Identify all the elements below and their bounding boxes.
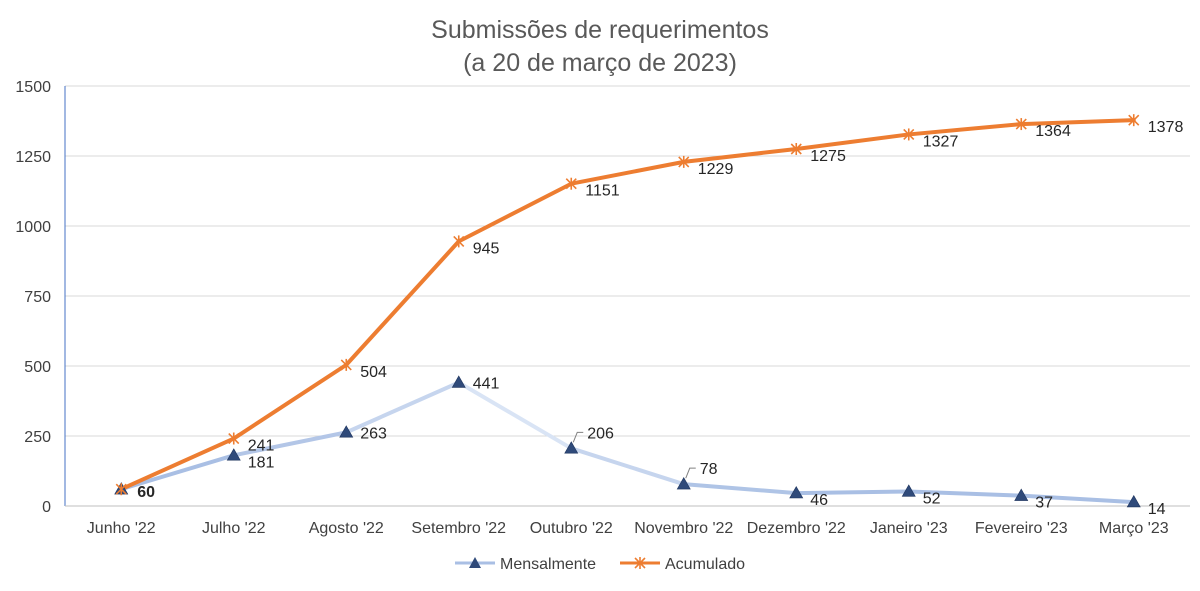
point-acumulado (453, 235, 465, 248)
leader-line (685, 467, 696, 479)
data-label-acumulado: 504 (360, 364, 387, 381)
line-segment-mensalmente (1019, 493, 1136, 505)
data-label-acumulado: 945 (473, 240, 500, 257)
point-mensalmente (789, 486, 804, 499)
point-mensalmente (901, 484, 916, 497)
series-layer (114, 114, 1141, 508)
data-label-mensalmente: 181 (248, 454, 275, 471)
data-label-acumulado: 1151 (585, 183, 620, 200)
data-label-acumulado: 1327 (923, 133, 959, 150)
data-label-acumulado: 1378 (1148, 119, 1184, 136)
x-tick-label: Janeiro '23 (870, 520, 948, 537)
legend-item-acumulado[interactable]: Acumulado (620, 556, 745, 573)
line-segment-mensalmente (681, 482, 799, 496)
line-segment-mensalmente (794, 489, 911, 496)
data-label-mensalmente: 46 (810, 492, 828, 509)
x-tick-label: Fevereiro '23 (975, 520, 1068, 537)
chart-title: Submissões de requerimentos (431, 16, 769, 44)
data-label-acumulado: 1364 (1035, 123, 1071, 140)
x-tick-label: Março '23 (1099, 520, 1169, 537)
y-tick-label: 500 (24, 359, 51, 376)
y-tick-label: 0 (42, 499, 51, 516)
point-mensalmente (339, 425, 354, 438)
line-segment-mensalmente (456, 380, 574, 451)
data-label-mensalmente: 37 (1035, 495, 1053, 512)
x-tick-label: Julho '22 (202, 520, 266, 537)
line-segment-mensalmente (906, 489, 1024, 498)
point-mensalmente (676, 477, 691, 490)
line-segment-mensalmente (231, 430, 349, 458)
data-label-acumulado: 1275 (810, 148, 846, 165)
point-acumulado (1128, 114, 1140, 127)
data-label-acumulado: 241 (248, 438, 275, 455)
x-tick-label: Dezembro '22 (747, 520, 846, 537)
x-tick-label: Novembro '22 (634, 520, 733, 537)
x-tick-label: Junho '22 (87, 520, 156, 537)
gridlines (65, 85, 1190, 437)
legend-label-acumulado: Acumulado (665, 556, 745, 573)
point-acumulado (903, 128, 915, 141)
axes: 0 250 500 750 1000 1250 1500 Junho '22 Julho '22… (15, 79, 1190, 537)
y-tick-label: 250 (24, 429, 51, 446)
legend-marker-mensalmente (469, 557, 481, 568)
data-label-mensalmente: 52 (923, 490, 941, 507)
x-tick-label: Setembro '22 (411, 520, 506, 537)
point-mensalmente (1014, 488, 1029, 501)
chart-subtitle: (a 20 de março de 2023) (463, 49, 737, 77)
legend-item-mensalmente[interactable]: Mensalmente (455, 556, 596, 573)
line-segment-mensalmente (569, 446, 686, 487)
point-mensalmente (1126, 494, 1141, 508)
x-tick-label: Outubro '22 (530, 520, 613, 537)
point-mensalmente (451, 375, 466, 388)
line-segment-mensalmente (344, 380, 461, 435)
data-label-mensalmente: 206 (587, 425, 614, 442)
point-acumulado (678, 155, 690, 168)
leader-line (572, 431, 584, 443)
point-acumulado (1015, 118, 1027, 131)
line-segment-mensalmente (119, 453, 236, 492)
legend-marker-acumulado (634, 557, 646, 569)
y-tick-label: 750 (24, 289, 51, 306)
y-tick-label: 1000 (15, 219, 51, 236)
data-label-acumulado: 1229 (698, 161, 734, 178)
data-label-mensalmente: 78 (700, 461, 718, 478)
series-line-acumulado (119, 118, 1136, 492)
legend-star (634, 557, 646, 569)
point-acumulado (228, 432, 240, 445)
data-label-mensalmente: 263 (360, 425, 387, 442)
data-label-mensalmente: 60 (137, 484, 155, 501)
data-label-mensalmente: 441 (473, 376, 500, 393)
y-tick-label: 1500 (15, 79, 51, 96)
legend: Mensalmente Acumulado (455, 556, 745, 573)
legend-label-mensalmente: Mensalmente (500, 556, 596, 573)
point-acumulado (115, 483, 127, 496)
point-acumulado (790, 143, 802, 155)
point-mensalmente (564, 441, 579, 454)
y-tick-label: 1250 (15, 149, 51, 166)
point-acumulado (565, 177, 577, 190)
point-acumulado (340, 358, 352, 371)
data-label-mensalmente: 14 (1148, 501, 1166, 518)
x-tick-label: Agosto '22 (309, 520, 384, 537)
data-labels: 241 504 945 1151 1229 1275 1327 1364 1378 60 181 26… (137, 119, 1183, 518)
point-mensalmente (226, 448, 241, 461)
